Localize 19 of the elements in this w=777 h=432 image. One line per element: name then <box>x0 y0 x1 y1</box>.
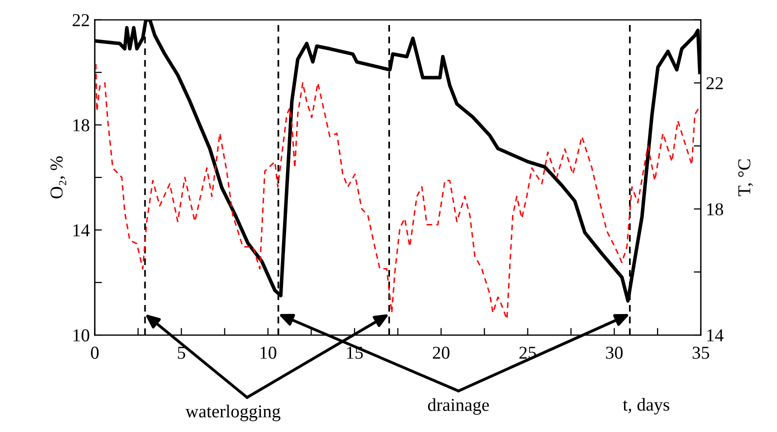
y-tick-label: 14 <box>73 224 90 236</box>
y-tick-label: 22 <box>72 14 89 26</box>
y2-axis-title: T, °C <box>738 159 753 196</box>
x-tick-label: 5 <box>178 346 186 359</box>
x-tick-label: 0 <box>90 346 99 359</box>
y-tick-label: 10 <box>73 329 90 342</box>
y2-tick-label: 18 <box>707 203 724 216</box>
line-series <box>95 63 700 320</box>
y2-tick-label: 14 <box>707 329 724 342</box>
annotation: drainage <box>428 398 489 415</box>
x-tick-label: 35 <box>692 346 710 359</box>
y2-tick-label: 22 <box>706 77 723 90</box>
annotation: waterlogging <box>185 404 280 422</box>
x-tick-label: 20 <box>432 346 450 359</box>
x-tick-label: 30 <box>606 346 623 359</box>
y-tick-label: 18 <box>73 119 90 132</box>
x-tick-label: 10 <box>260 346 276 359</box>
y-axis-title: O₂, % <box>50 156 66 198</box>
x-axis-title: t, days <box>622 398 670 414</box>
